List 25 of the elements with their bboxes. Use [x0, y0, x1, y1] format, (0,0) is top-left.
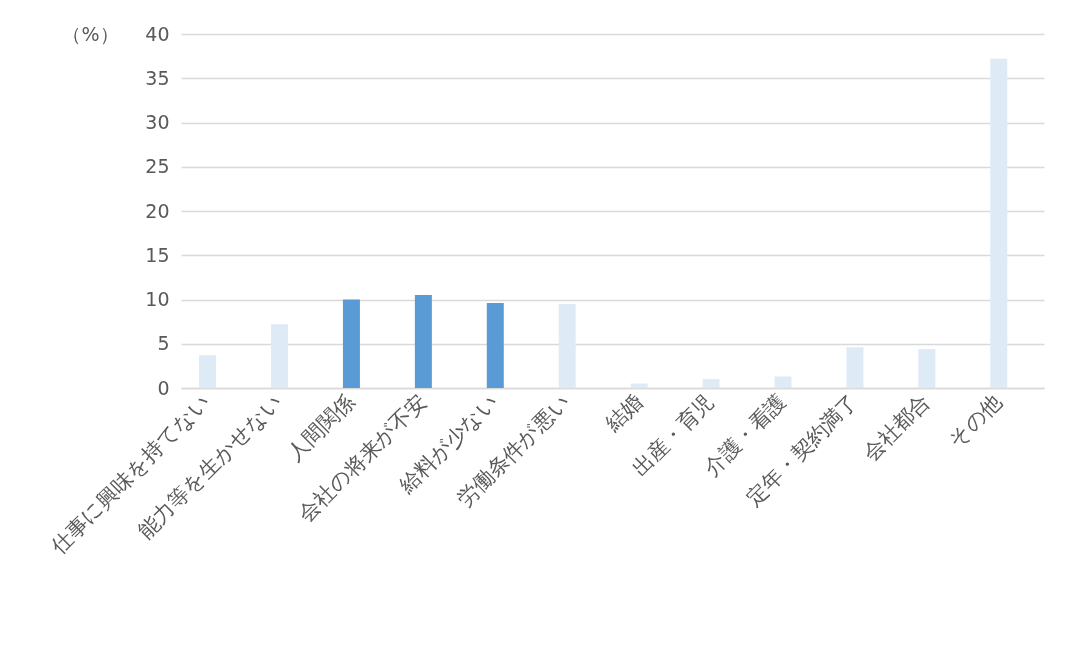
- bar: [486, 303, 504, 388]
- bar: [990, 58, 1008, 388]
- x-tick-label: その他: [943, 389, 1007, 453]
- bar: [630, 383, 648, 388]
- x-tick-label: 会社都合: [858, 389, 935, 466]
- y-tick-label: 15: [145, 243, 170, 266]
- y-axis-title: （%）: [62, 22, 119, 45]
- bar: [342, 299, 360, 388]
- y-tick-label: 40: [145, 22, 170, 45]
- bar: [774, 376, 792, 388]
- bar: [846, 347, 864, 388]
- y-tick-label: 5: [157, 332, 170, 355]
- bar: [271, 324, 289, 388]
- bar: [558, 303, 576, 388]
- x-tick-label: 結婚: [599, 389, 647, 437]
- y-tick-label: 30: [145, 111, 170, 133]
- y-tick-label: 35: [145, 66, 170, 89]
- bar: [702, 379, 720, 388]
- y-tick-label: 10: [145, 288, 170, 310]
- bar: [414, 295, 432, 388]
- bar: [918, 349, 936, 388]
- y-tick-label: 0: [157, 376, 170, 399]
- y-tick-label: 20: [145, 199, 170, 222]
- bar: [199, 355, 217, 388]
- y-tick-label: 25: [145, 155, 170, 178]
